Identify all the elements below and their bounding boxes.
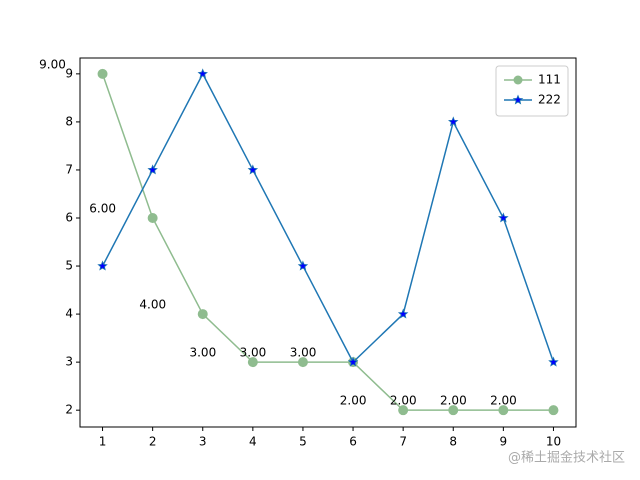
y-tick-label: 6 <box>65 210 73 224</box>
series-line <box>101 72 555 364</box>
y-tick-label: 5 <box>65 259 73 273</box>
y-tick-label: 9 <box>65 66 73 80</box>
x-tick-label: 2 <box>149 435 157 449</box>
point-marker <box>448 116 459 127</box>
point-marker <box>297 260 309 271</box>
point-marker <box>398 405 409 416</box>
legend-label: 111 <box>538 73 561 87</box>
watermark: @稀土掘金技术社区 <box>508 450 625 466</box>
x-tick-label: 6 <box>349 435 357 449</box>
y-tick-label: 2 <box>65 403 73 417</box>
data-label: 4.00 <box>139 298 166 312</box>
point-marker <box>147 212 158 223</box>
legend-marker <box>513 75 523 85</box>
data-label: 2.00 <box>490 394 517 408</box>
data-label: 2.00 <box>440 394 467 408</box>
point-marker <box>297 357 308 368</box>
x-tick-label: 4 <box>249 435 257 449</box>
point-marker <box>397 308 409 319</box>
y-tick-label: 8 <box>65 114 73 128</box>
data-label: 6.00 <box>89 201 116 215</box>
x-tick-label: 3 <box>199 435 207 449</box>
x-tick-label: 9 <box>500 435 508 449</box>
point-marker <box>498 212 509 223</box>
point-marker <box>197 68 208 79</box>
x-tick-label: 7 <box>399 435 407 449</box>
data-label: 3.00 <box>290 346 317 360</box>
point-marker <box>97 260 108 271</box>
legend-label: 222 <box>538 93 561 107</box>
point-marker <box>247 164 259 175</box>
point-marker <box>548 405 559 416</box>
series-line <box>101 73 554 411</box>
y-tick-label: 4 <box>65 307 73 321</box>
y-tick-label: 7 <box>65 162 73 176</box>
x-tick-label: 8 <box>449 435 457 449</box>
y-tick-label: 3 <box>65 355 73 369</box>
legend-marker <box>512 94 524 105</box>
point-marker <box>247 357 258 368</box>
data-label: 9.00 <box>39 57 66 71</box>
data-label: 3.00 <box>240 346 267 360</box>
x-tick-label: 10 <box>546 435 561 449</box>
data-label: 2.00 <box>390 394 417 408</box>
point-marker <box>548 356 559 367</box>
point-marker <box>147 164 158 175</box>
point-marker <box>448 405 459 416</box>
point-marker <box>498 405 509 416</box>
x-tick-label: 1 <box>99 435 107 449</box>
x-tick-label: 5 <box>299 435 307 449</box>
point-marker <box>97 68 108 79</box>
point-marker <box>347 356 359 367</box>
point-marker <box>197 309 208 320</box>
data-label: 2.00 <box>340 394 367 408</box>
plot-frame <box>79 57 577 428</box>
data-label: 3.00 <box>189 346 216 360</box>
